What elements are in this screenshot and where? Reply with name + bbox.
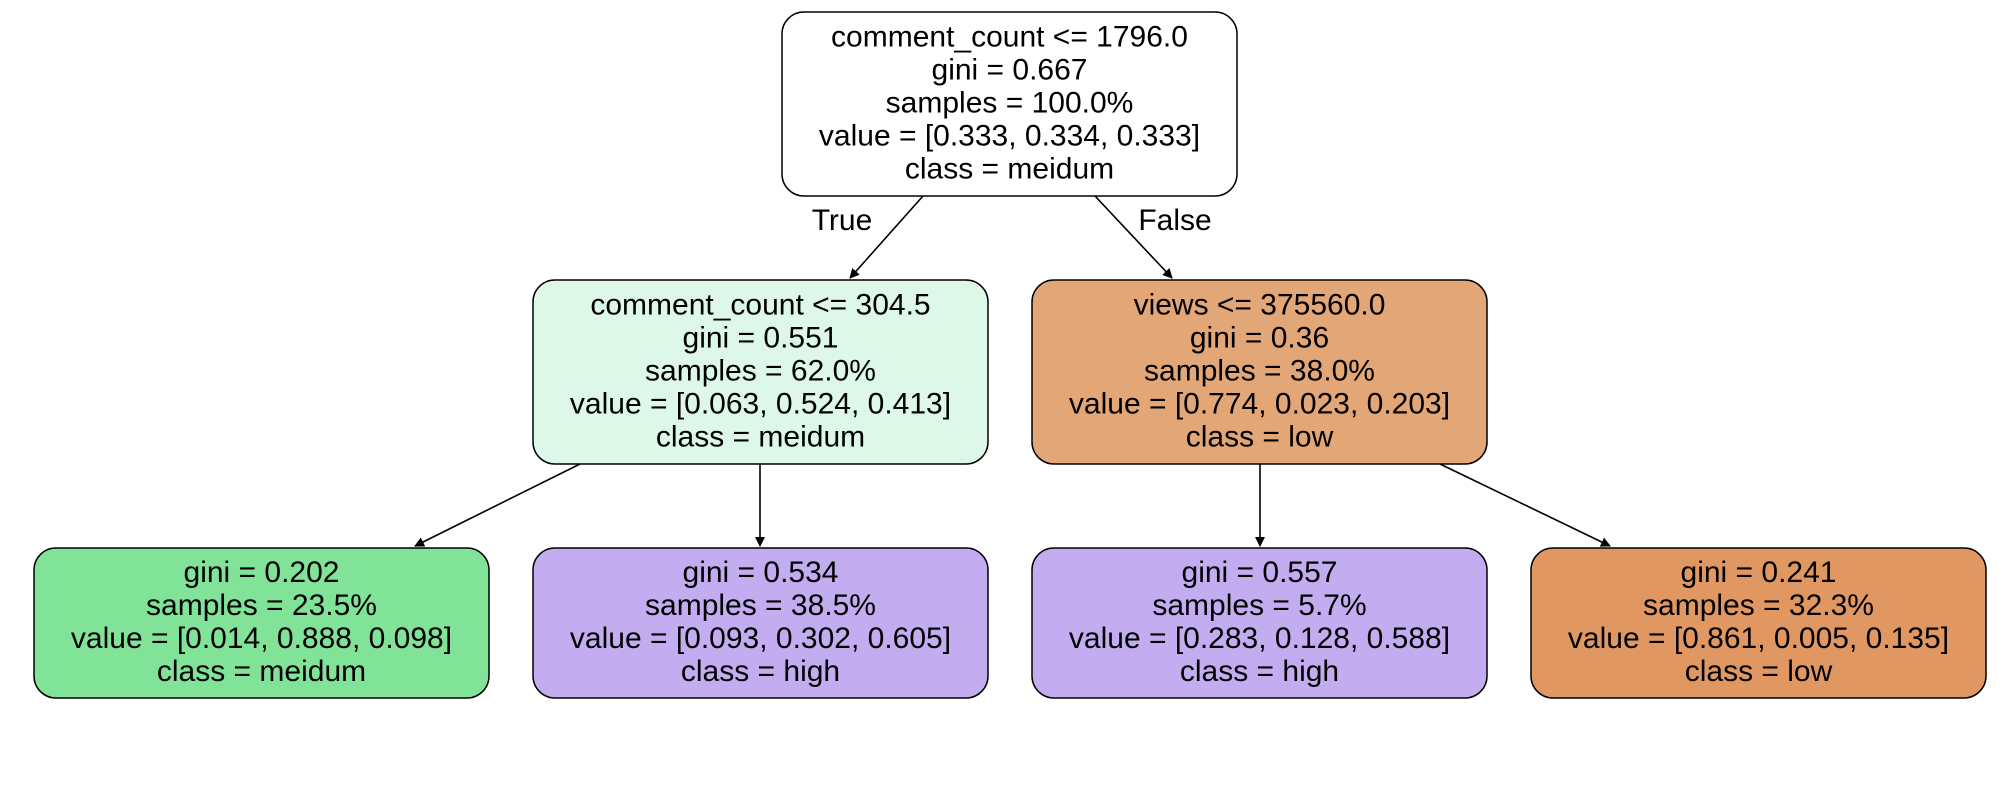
node-line: class = meidum (656, 421, 865, 454)
node-line: samples = 32.3% (1643, 589, 1874, 622)
node-line: samples = 23.5% (146, 589, 377, 622)
node-line: class = low (1685, 655, 1833, 688)
node-box (1031, 547, 1488, 699)
edge-arrow (1439, 463, 1611, 547)
node-line: value = [0.063, 0.524, 0.413] (570, 388, 951, 421)
node-box (781, 11, 1238, 197)
node-box (1031, 279, 1488, 465)
node-line: gini = 0.557 (1182, 556, 1338, 589)
node-line: gini = 0.241 (1681, 556, 1837, 589)
node-line: samples = 5.7% (1152, 589, 1366, 622)
node-line: samples = 38.0% (1144, 355, 1375, 388)
node-line: class = high (681, 655, 840, 688)
node-line: views <= 375560.0 (1134, 289, 1386, 322)
node-line: gini = 0.202 (184, 556, 340, 589)
node-line: value = [0.774, 0.023, 0.203] (1069, 388, 1450, 421)
edge-right-to-leaf-4 (1439, 463, 1611, 547)
edge-root-to-left: True (812, 195, 924, 279)
node-box (33, 547, 490, 699)
edge-left-to-leaf-1 (414, 463, 581, 547)
node-line: value = [0.014, 0.888, 0.098] (71, 622, 452, 655)
node-line: value = [0.861, 0.005, 0.135] (1568, 622, 1949, 655)
node-box (532, 279, 989, 465)
node-line: class = high (1180, 655, 1339, 688)
node-line: samples = 100.0% (886, 87, 1134, 120)
node-line: samples = 62.0% (645, 355, 876, 388)
node-line: gini = 0.36 (1190, 322, 1329, 355)
node-line: comment_count <= 1796.0 (831, 21, 1188, 54)
node-line: class = meidum (157, 655, 366, 688)
node-line: class = low (1186, 421, 1334, 454)
edge-label-true: True (812, 204, 873, 237)
node-line: gini = 0.551 (683, 322, 839, 355)
node-line: value = [0.093, 0.302, 0.605] (570, 622, 951, 655)
node-line: samples = 38.5% (645, 589, 876, 622)
node-line: comment_count <= 304.5 (590, 289, 930, 322)
edge-arrow (414, 463, 581, 547)
node-box (532, 547, 989, 699)
node-line: value = [0.333, 0.334, 0.333] (819, 120, 1200, 153)
edge-arrow (849, 195, 924, 279)
edge-label-false: False (1138, 204, 1211, 237)
node-line: value = [0.283, 0.128, 0.588] (1069, 622, 1450, 655)
node-box (1530, 547, 1987, 699)
edge-root-to-right: False (1094, 195, 1212, 279)
node-line: gini = 0.667 (932, 54, 1088, 87)
edges-layer: True False (414, 195, 1611, 547)
node-line: gini = 0.534 (683, 556, 839, 589)
edge-arrow (1094, 195, 1173, 279)
node-line: class = meidum (905, 153, 1114, 186)
